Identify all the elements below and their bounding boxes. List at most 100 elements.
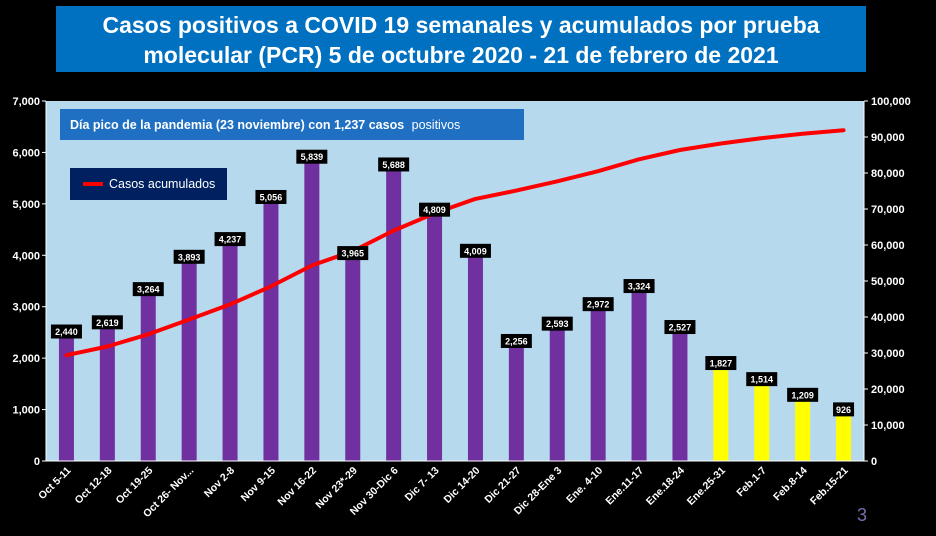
chart-title-line-2: molecular (PCR) 5 de octubre 2020 - 21 d… [143, 42, 779, 68]
svg-text:2,619: 2,619 [96, 318, 119, 328]
data-label: 2,440 [50, 324, 82, 339]
data-label: 4,809 [419, 202, 451, 217]
right-axis-tick-label: 70,000 [871, 204, 905, 216]
svg-text:2,440: 2,440 [55, 327, 78, 337]
data-label: 4,009 [459, 243, 491, 258]
legend-label: Casos acumulados [109, 177, 215, 191]
svg-text:2,972: 2,972 [587, 300, 610, 310]
chart-title-box: Casos positivos a COVID 19 semanales y a… [56, 6, 866, 72]
bar [590, 308, 606, 461]
x-axis-tick-label: Dic 7- 13 [403, 465, 442, 504]
right-axis-tick-label: 100,000 [871, 96, 911, 108]
bar [508, 344, 524, 461]
bar [99, 326, 115, 461]
svg-text:Día pico de la pandemia (23 no: Día pico de la pandemia (23 noviembre) c… [70, 118, 460, 132]
left-axis-tick-label: 3,000 [12, 302, 40, 314]
svg-text:3,965: 3,965 [341, 249, 364, 259]
right-y-axis: 0 10,000 20,000 30,000 40,000 50,000 60,000 70,… [863, 96, 911, 468]
bar [672, 331, 688, 461]
svg-text:1,514: 1,514 [750, 375, 773, 385]
data-label: 2,593 [541, 316, 573, 331]
right-axis-tick-label: 90,000 [871, 132, 905, 144]
bar [140, 293, 156, 461]
x-axis-tick-label: Oct 19-25 [113, 465, 155, 507]
x-axis-tick-label: Nov 2-8 [202, 465, 237, 500]
data-label: 1,514 [746, 372, 778, 387]
bar [836, 413, 852, 461]
left-axis-tick-label: 5,000 [12, 199, 40, 211]
right-axis-tick-label: 50,000 [871, 276, 905, 288]
svg-text:5,839: 5,839 [301, 152, 324, 162]
annotation-text-bold: Día pico de la pandemia (23 noviembre) c… [70, 118, 404, 132]
data-label: 3,965 [337, 246, 369, 261]
x-axis-tick-label: Nov 9-15 [239, 465, 279, 505]
bar [304, 160, 320, 462]
page-number: 3 [857, 505, 868, 525]
bar [386, 168, 402, 461]
x-axis-tick-label: Oct 5-11 [36, 465, 73, 502]
data-label: 5,688 [378, 157, 410, 172]
svg-text:926: 926 [836, 405, 851, 415]
x-axis-tick-label: Feb.1-7 [734, 465, 769, 500]
svg-text:3,324: 3,324 [628, 282, 651, 292]
bar [795, 398, 811, 461]
bar [467, 254, 483, 461]
bar [631, 290, 647, 461]
x-axis-tick-label: Oct 12-18 [73, 465, 115, 507]
data-label: 926 [833, 402, 855, 417]
bar [58, 335, 74, 461]
bar [345, 257, 361, 461]
svg-text:5,688: 5,688 [382, 160, 405, 170]
svg-text:5,056: 5,056 [260, 192, 283, 202]
svg-text:2,593: 2,593 [546, 319, 569, 329]
data-label: 2,619 [91, 315, 123, 330]
svg-text:2,256: 2,256 [505, 336, 528, 346]
x-axis-tick-label: Nov 16-22 [275, 465, 319, 509]
data-label: 1,827 [705, 356, 737, 371]
svg-text:4,809: 4,809 [423, 205, 446, 215]
bar [222, 243, 238, 461]
data-label: 2,527 [664, 320, 696, 335]
bar [263, 200, 279, 461]
data-label: 5,056 [255, 189, 287, 204]
right-axis-tick-label: 40,000 [871, 312, 905, 324]
right-axis-tick-label: 20,000 [871, 384, 905, 396]
left-axis-tick-label: 7,000 [12, 96, 40, 108]
chart-title-line-1: Casos positivos a COVID 19 semanales y a… [102, 12, 820, 38]
data-label: 4,237 [214, 232, 246, 247]
data-label: 5,839 [296, 149, 328, 164]
bar [754, 383, 770, 461]
x-axis-tick-label: Feb.8-14 [771, 465, 810, 504]
right-axis-tick-label: 10,000 [871, 420, 905, 432]
plot-area [46, 101, 864, 461]
svg-text:4,237: 4,237 [219, 235, 242, 245]
svg-text:2,527: 2,527 [669, 323, 692, 333]
right-axis-tick-label: 80,000 [871, 168, 905, 180]
left-axis-tick-label: 6,000 [12, 147, 40, 159]
x-axis-tick-label: Ene. 4-10 [564, 465, 605, 506]
x-axis-tick-label: Ene.25-31 [685, 465, 728, 508]
data-label: 3,893 [173, 249, 205, 264]
x-axis-tick-label: Feb.15-21 [808, 465, 851, 508]
left-axis-tick-label: 4,000 [12, 250, 40, 262]
right-axis-tick-label: 30,000 [871, 348, 905, 360]
bar [181, 260, 197, 461]
left-axis-tick-label: 0 [34, 456, 40, 468]
svg-text:3,893: 3,893 [178, 252, 201, 262]
left-axis-tick-label: 1,000 [12, 405, 40, 417]
x-axis-tick-label: Dic 14-20 [441, 465, 482, 506]
data-label: 2,256 [500, 333, 532, 348]
left-axis-tick-label: 2,000 [12, 353, 40, 365]
line-layer [64, 128, 846, 358]
svg-text:1,827: 1,827 [710, 359, 733, 369]
series-line-casos-acumulados [64, 128, 846, 358]
x-axis-tick-label: Ene.11-17 [603, 465, 646, 508]
data-label: 3,264 [132, 282, 164, 297]
right-axis-tick-label: 60,000 [871, 240, 905, 252]
right-axis-tick-label: 0 [871, 456, 877, 468]
x-axis-tick-label: Dic 21-27 [482, 465, 523, 506]
svg-text:1,209: 1,209 [791, 390, 814, 400]
x-axis-tick-label: Ene.18-24 [644, 465, 687, 508]
